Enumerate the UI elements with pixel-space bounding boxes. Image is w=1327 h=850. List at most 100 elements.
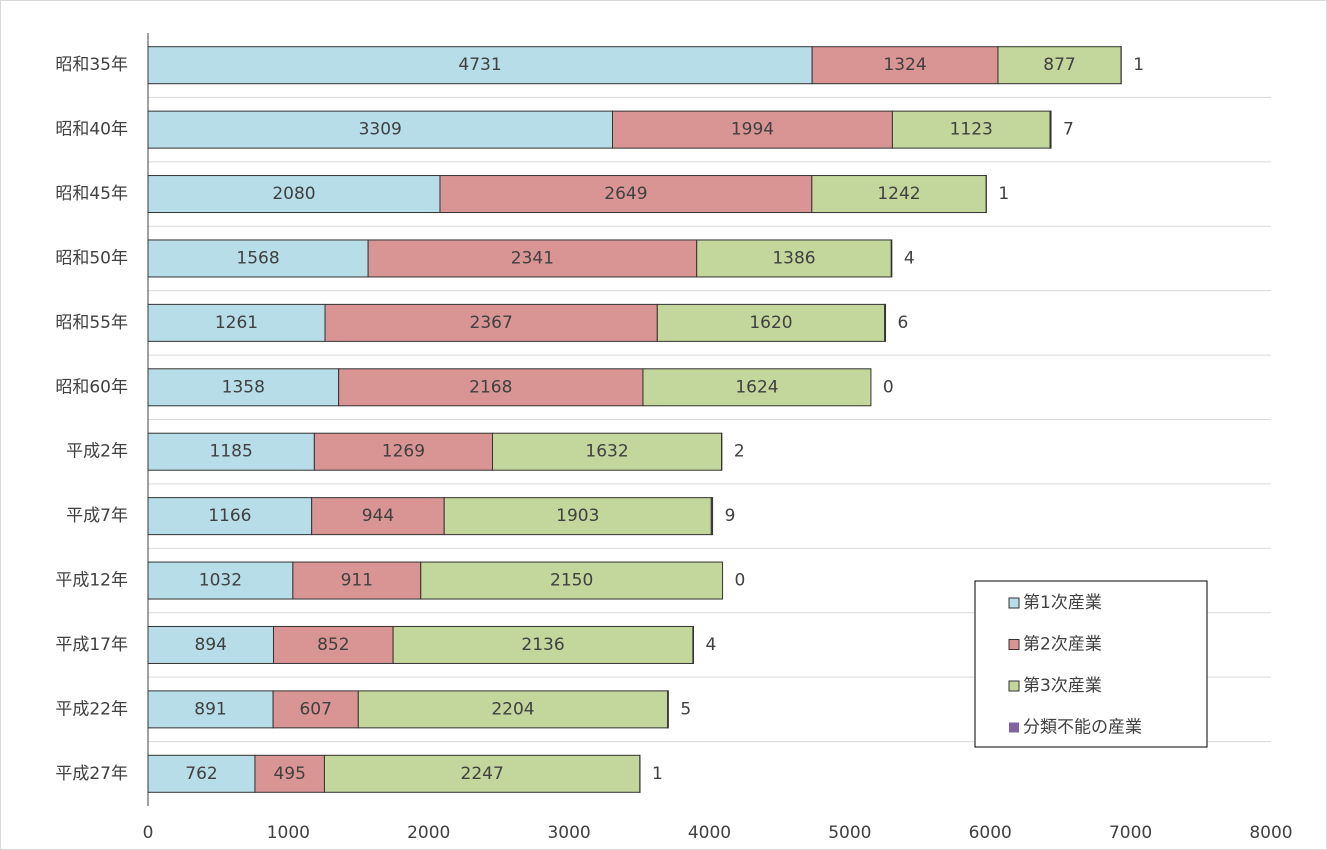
value-label: 495 (273, 764, 305, 784)
value-label: 2341 (511, 248, 554, 268)
value-label: 894 (195, 635, 227, 655)
y-tick-label: 平成22年 (55, 699, 128, 719)
value-label: 2649 (604, 184, 647, 204)
bar-segment (890, 239, 893, 278)
bar-segment (147, 303, 326, 342)
value-label: 1032 (199, 571, 242, 591)
x-tick-label: 0 (143, 823, 154, 843)
value-label: 1 (652, 764, 663, 784)
value-label: 607 (299, 699, 331, 719)
y-tick-label: 平成2年 (66, 442, 128, 462)
x-tick-label: 5000 (828, 823, 871, 843)
bar-segment (147, 625, 274, 664)
y-tick-label: 昭和45年 (55, 184, 128, 204)
bar-segment (147, 46, 813, 85)
x-tick-label: 1000 (267, 823, 310, 843)
bar-segment (323, 754, 641, 793)
legend-swatch (1008, 597, 1020, 609)
bar-segment (292, 561, 422, 600)
legend-swatch (1008, 680, 1020, 692)
x-tick-label: 8000 (1249, 823, 1292, 843)
bar-segment (392, 625, 694, 664)
value-label: 1624 (735, 377, 778, 397)
value-label: 762 (185, 764, 217, 784)
bar-segment (272, 625, 394, 664)
y-tick-label: 昭和40年 (55, 120, 128, 140)
value-label: 2367 (470, 313, 513, 333)
bar-segment (1049, 110, 1052, 149)
bar-segment (367, 239, 698, 278)
y-tick-label: 平成27年 (55, 764, 128, 784)
legend-label: 第3次産業 (1023, 676, 1102, 696)
value-label: 2247 (461, 764, 504, 784)
bar-segment (710, 497, 714, 536)
bar-segment (147, 690, 274, 729)
y-tick-label: 昭和35年 (55, 55, 128, 75)
bar-segment (884, 303, 887, 342)
bar-segment (692, 625, 694, 664)
bar-segment (147, 110, 614, 149)
value-label: 0 (883, 377, 894, 397)
value-label: 5 (680, 699, 691, 719)
bar-segment (420, 561, 724, 600)
value-label: 1185 (210, 442, 253, 462)
bar-segment (811, 175, 987, 214)
x-tick-label: 2000 (407, 823, 450, 843)
value-label: 852 (317, 635, 349, 655)
value-label: 4731 (458, 55, 501, 75)
bar-segment (811, 46, 999, 85)
value-label: 7 (1063, 120, 1074, 140)
value-label: 1358 (222, 377, 265, 397)
bar-segment (612, 110, 893, 149)
value-label: 944 (362, 506, 394, 526)
x-tick-label: 3000 (547, 823, 590, 843)
value-label: 2136 (521, 635, 564, 655)
legend-label: 分類不能の産業 (1023, 718, 1142, 738)
legend-label: 第2次産業 (1023, 635, 1102, 655)
bar-segment (147, 368, 340, 407)
y-tick-label: 昭和50年 (55, 248, 128, 268)
value-label: 1 (998, 184, 1009, 204)
bar-segment (324, 303, 658, 342)
value-label: 1632 (585, 442, 628, 462)
bar-segment (656, 303, 886, 342)
legend-label: 第1次産業 (1023, 593, 1102, 613)
value-label: 6 (898, 313, 909, 333)
value-label: 3309 (359, 120, 402, 140)
value-label: 1 (1133, 55, 1144, 75)
bar-segment (313, 432, 493, 471)
bar-segment (439, 175, 813, 214)
value-label: 1269 (382, 442, 425, 462)
value-label: 1123 (950, 120, 993, 140)
value-label: 2204 (491, 699, 534, 719)
bar-segment (642, 368, 872, 407)
value-label: 877 (1043, 55, 1075, 75)
bar-segment (147, 561, 294, 600)
bar-segment (147, 239, 369, 278)
x-tick-label: 7000 (1109, 823, 1152, 843)
y-tick-label: 平成7年 (66, 506, 128, 526)
value-label: 0 (735, 571, 746, 591)
value-label: 4 (904, 248, 915, 268)
value-label: 891 (194, 699, 226, 719)
x-tick-label: 6000 (969, 823, 1012, 843)
bar-segment (696, 239, 892, 278)
value-label: 1166 (208, 506, 251, 526)
y-tick-label: 平成17年 (55, 635, 128, 655)
value-label: 1620 (749, 313, 792, 333)
bar-segment (491, 432, 723, 471)
value-label: 4 (705, 635, 716, 655)
value-label: 1903 (556, 506, 599, 526)
value-label: 2150 (550, 571, 593, 591)
legend-swatch (1009, 722, 1019, 733)
y-tick-label: 昭和60年 (55, 377, 128, 397)
legend-box (974, 580, 1208, 748)
value-label: 1568 (236, 248, 279, 268)
value-label: 2 (734, 442, 745, 462)
value-label: 1261 (215, 313, 258, 333)
value-label: 2168 (469, 377, 512, 397)
bar-segment (891, 110, 1051, 149)
value-label: 1324 (883, 55, 926, 75)
bar-segment (338, 368, 644, 407)
y-tick-label: 平成12年 (55, 571, 128, 591)
